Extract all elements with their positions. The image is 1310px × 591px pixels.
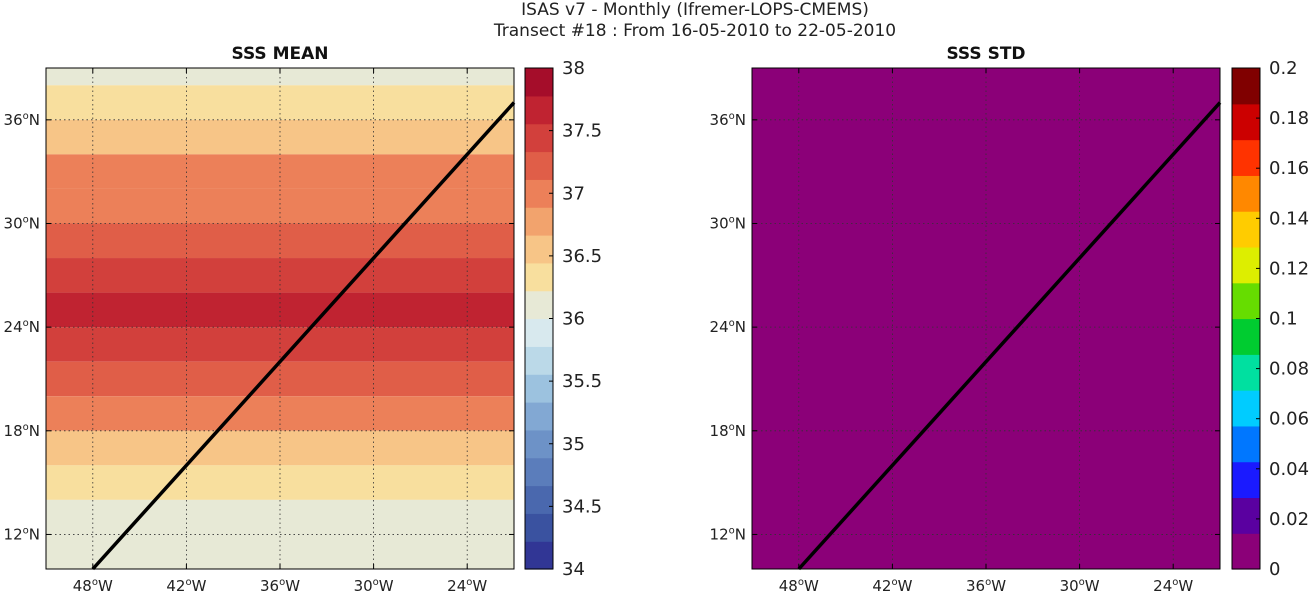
colorbar-segment: [525, 457, 553, 487]
colorbar-tick-label: 0.18: [1269, 108, 1309, 129]
colorbar-segment: [525, 402, 553, 431]
colorbar-segment: [1232, 282, 1260, 320]
field-band: [46, 223, 514, 259]
colorbar-tick-label: 34: [562, 559, 585, 580]
colorbar-segment: [1232, 139, 1260, 176]
field-band: [46, 85, 514, 120]
colorbar-segment: [1232, 175, 1260, 212]
x-tick-label: 48oW: [73, 577, 113, 591]
field-band: [46, 119, 514, 155]
colorbar-segment: [1232, 103, 1260, 141]
colorbar-tick-label: 0.06: [1269, 409, 1309, 430]
y-tick-label: 24oN: [4, 318, 40, 336]
x-tick-label: 24oW: [447, 577, 487, 591]
colorbar-tick-label: 0.14: [1269, 208, 1309, 229]
colorbar-tick-label: 0.04: [1269, 459, 1309, 480]
y-tick-label: 30oN: [710, 214, 746, 232]
colorbar-segment: [1232, 211, 1260, 248]
x-tick-label: 42oW: [166, 577, 206, 591]
x-tick-label: 42oW: [872, 577, 912, 591]
colorbar-segment: [1232, 318, 1260, 355]
colorbar-segment: [525, 485, 553, 514]
colorbar-tick-label: 34.5: [562, 496, 602, 517]
x-tick-label: 36oW: [260, 577, 300, 591]
figure-title-line2: Transect #18 : From 16-05-2010 to 22-05-…: [493, 21, 897, 41]
colorbar-segment: [1232, 390, 1260, 427]
colorbar-tick-label: 37: [562, 183, 585, 204]
colorbar-segment: [1232, 461, 1260, 499]
field-band: [46, 68, 514, 86]
field-band: [46, 327, 514, 362]
colorbar-tick-label: 36.5: [562, 246, 602, 267]
colorbar-tick-label: 0.1: [1269, 309, 1298, 330]
colorbar-tick-label: 0.2: [1269, 58, 1298, 79]
y-tick-label: 18oN: [710, 422, 746, 440]
x-tick-label: 30oW: [1060, 577, 1100, 591]
colorbar-segment: [1232, 68, 1260, 105]
colorbar-segment: [525, 179, 553, 208]
colorbar-segment: [525, 235, 553, 264]
colorbar-segment: [1232, 533, 1260, 570]
colorbar-segment: [525, 513, 553, 542]
colorbar-tick-label: 0.02: [1269, 509, 1309, 530]
colorbar-segment: [525, 290, 553, 320]
colorbar-tick-label: 37.5: [562, 121, 602, 142]
field-area: [752, 68, 1220, 569]
colorbar-tick-label: 0: [1269, 559, 1280, 580]
colorbar-segment: [525, 318, 553, 347]
y-tick-label: 18oN: [4, 422, 40, 440]
colorbar-segment: [525, 151, 553, 180]
y-tick-label: 24oN: [710, 318, 746, 336]
colorbar-tick-label: 0.08: [1269, 359, 1309, 380]
y-tick-label: 36oN: [4, 111, 40, 129]
transect-line: [797, 101, 1222, 571]
colorbar-tick-label: 38: [562, 58, 585, 79]
panel-title: SSS MEAN: [231, 44, 328, 64]
colorbar-segment: [1232, 354, 1260, 391]
figure-title-line1: ISAS v7 - Monthly (Ifremer-LOPS-CMEMS): [521, 0, 869, 20]
colorbar-segment: [525, 123, 553, 153]
axes-frame: [751, 67, 1221, 570]
colorbar-segment: [525, 374, 553, 403]
colorbar-tick-label: 35: [562, 434, 585, 455]
y-tick-label: 12oN: [710, 525, 746, 543]
colorbar-tick-label: 0.16: [1269, 158, 1309, 179]
y-tick-label: 30oN: [4, 214, 40, 232]
transect-line: [91, 101, 516, 571]
colorbar-segment: [1232, 425, 1260, 463]
x-tick-label: 36oW: [966, 577, 1006, 591]
colorbar-segment: [525, 207, 553, 236]
y-tick-label: 12oN: [4, 525, 40, 543]
sss-std-panel: SSS STD 48oW 42oW 36oW 30oW 24oW 12oN 18oN 24oN 3…: [710, 44, 1310, 591]
colorbar-tick-label: 36: [562, 309, 585, 330]
colorbar-segment: [525, 429, 553, 459]
colorbar-segment: [525, 541, 553, 570]
colorbar-segment: [1232, 497, 1260, 534]
colorbar-segment: [525, 68, 553, 97]
panel-title: SSS STD: [946, 44, 1025, 64]
colorbar-segment: [525, 346, 553, 375]
sss-mean-panel: SSS MEAN 48oW 42oW 36oW 30oW 24oW 12oN 18oN 24oN…: [4, 44, 603, 591]
colorbar-segment: [525, 95, 553, 125]
colorbar-tick-label: 0.12: [1269, 258, 1309, 279]
y-tick-label: 36oN: [710, 111, 746, 129]
x-tick-label: 48oW: [779, 577, 819, 591]
axes-frame: [45, 67, 515, 570]
x-tick-label: 24oW: [1153, 577, 1193, 591]
colorbar-tick-label: 35.5: [562, 371, 602, 392]
colorbar-segment: [525, 262, 553, 292]
colorbar-segment: [1232, 246, 1260, 284]
x-tick-label: 30oW: [354, 577, 394, 591]
